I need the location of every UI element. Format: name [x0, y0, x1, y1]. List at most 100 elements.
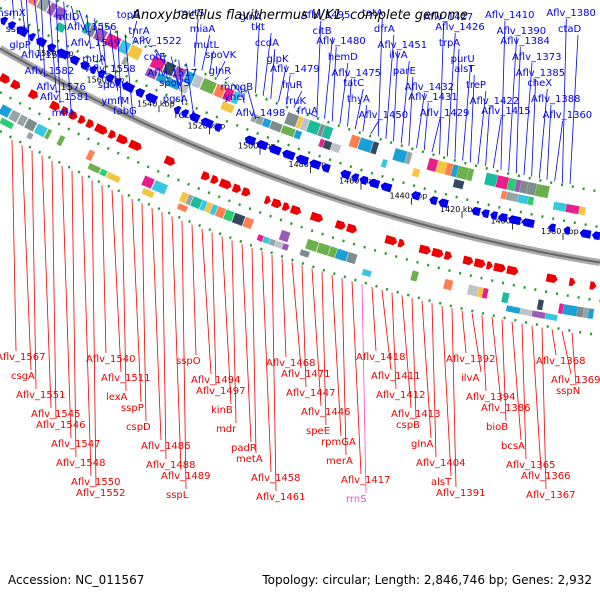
forward-leader-line — [546, 104, 552, 180]
forward-gene-label: Aflv_1522 — [132, 36, 182, 47]
reverse-gene-label: cspD — [126, 422, 151, 433]
forward-gene-label: Aflv_1422 — [470, 96, 520, 107]
scale-tick-label: 1580 kbp — [36, 49, 74, 58]
forward-leader-line — [515, 46, 521, 174]
forward-cds-arrow — [429, 196, 439, 206]
cog-feature — [321, 125, 334, 140]
forward-gene-label: yneI — [224, 92, 245, 103]
reverse-leader-line — [521, 323, 527, 460]
forward-gene-label: ilvA — [389, 50, 407, 61]
forward-cds-arrow — [80, 60, 90, 71]
forward-cds-arrow — [321, 163, 331, 173]
forward-leader-line — [270, 48, 276, 99]
reverse-leader-line — [471, 312, 482, 373]
forward-gene-label: Aflv_1380 — [546, 8, 596, 19]
forward-cds-arrow — [591, 231, 600, 241]
reverse-cds-arrow — [107, 129, 116, 139]
forward-gene-label: Aflv_1432 — [405, 82, 455, 93]
forward-gene-label: parE — [393, 66, 416, 77]
cog-feature — [274, 240, 284, 249]
reverse-leader-line — [231, 240, 237, 424]
forward-cds-arrow — [351, 173, 360, 183]
scale-tick-label: 1400 kbp — [491, 217, 529, 226]
reverse-cds-arrow — [589, 281, 597, 290]
cog-feature — [86, 24, 98, 38]
reverse-strand-labels: Aflv_1567csgAAflv_1551Aflv_1545Aflv_1546… — [0, 139, 600, 505]
forward-leader-line — [163, 52, 168, 80]
cog-feature — [44, 128, 53, 140]
forward-gene-label: alsT — [454, 64, 475, 75]
forward-gene-label: Aflv_1558 — [86, 64, 136, 75]
cog-feature — [557, 303, 564, 314]
forward-leader-line — [247, 89, 257, 120]
reverse-cds-arrow — [473, 258, 486, 268]
forward-gene-label: mutL — [193, 40, 219, 51]
reverse-gene-label: rrnS — [346, 494, 367, 505]
reverse-cds-arrow — [218, 178, 232, 190]
reverse-leader-line — [161, 212, 167, 460]
reverse-cds-arrow — [281, 202, 290, 211]
reverse-gene-label: kinB — [211, 405, 233, 416]
forward-leader-line — [178, 59, 184, 106]
cog-feature — [565, 203, 580, 215]
cog-feature — [327, 246, 338, 258]
reverse-cds-arrow — [59, 106, 69, 116]
forward-leader-line — [362, 104, 368, 132]
reverse-cds-arrow — [270, 198, 282, 209]
reverse-cds-arrow — [0, 73, 10, 84]
reverse-leader-line — [281, 258, 287, 358]
cog-feature — [317, 123, 326, 137]
forward-cds-arrow — [471, 206, 482, 217]
cog-feature — [293, 129, 303, 140]
cog-feature — [0, 104, 12, 118]
forward-leader-line — [385, 34, 395, 139]
forward-gene-label: Aflv_1479 — [270, 64, 320, 75]
forward-gene-label: Aflv_1415 — [481, 106, 531, 117]
reverse-leader-line — [571, 332, 577, 386]
forward-cds-arrow — [69, 55, 81, 66]
forward-cds-arrow — [145, 92, 159, 104]
forward-cds-arrow — [295, 154, 310, 166]
cog-feature — [16, 114, 28, 127]
cog-feature — [527, 196, 535, 206]
reverse-cds-arrow — [309, 211, 324, 223]
genome-backbone — [0, 0, 600, 337]
forward-leader-line — [255, 22, 260, 93]
forward-gene-label: Aflv_1431 — [408, 92, 458, 103]
forward-leader-line — [347, 78, 352, 127]
cog-feature — [204, 201, 214, 214]
cog-feature — [209, 204, 219, 216]
cog-feature — [322, 140, 333, 151]
forward-leader-line — [278, 64, 287, 102]
reverse-gene-label: cspB — [396, 420, 420, 431]
cog-feature — [255, 115, 265, 126]
reverse-cds-arrow — [209, 174, 219, 185]
forward-gene-label: Aflv_1429 — [420, 108, 470, 119]
forward-gene-label: Aflv_1384 — [500, 36, 550, 47]
cog-feature — [190, 196, 203, 210]
forward-cds-arrow — [47, 43, 57, 53]
forward-leader-line — [224, 76, 230, 81]
cog-feature — [380, 158, 388, 168]
cog-feature — [456, 165, 470, 180]
forward-leader-line — [469, 74, 475, 163]
forward-gene-label: fabG — [113, 106, 137, 117]
reverse-leader-line — [291, 261, 302, 369]
reverse-leader-line — [541, 327, 547, 490]
forward-leader-line — [400, 60, 410, 144]
reverse-gene-label: sspL — [166, 490, 189, 501]
cog-feature — [426, 157, 439, 172]
reverse-leader-line — [401, 295, 412, 409]
reverse-gene-label: bioB — [486, 422, 508, 433]
reverse-cds-arrow — [9, 79, 21, 90]
forward-leader-line — [446, 32, 456, 157]
reverse-leader-line — [171, 216, 182, 471]
reverse-cds-arrow — [85, 118, 94, 129]
cog-feature — [501, 292, 510, 304]
forward-cds-arrow — [340, 169, 352, 180]
reverse-gene-label: Aflv_1367 — [526, 490, 576, 501]
cog-feature — [404, 151, 413, 165]
cog-feature — [411, 167, 421, 178]
